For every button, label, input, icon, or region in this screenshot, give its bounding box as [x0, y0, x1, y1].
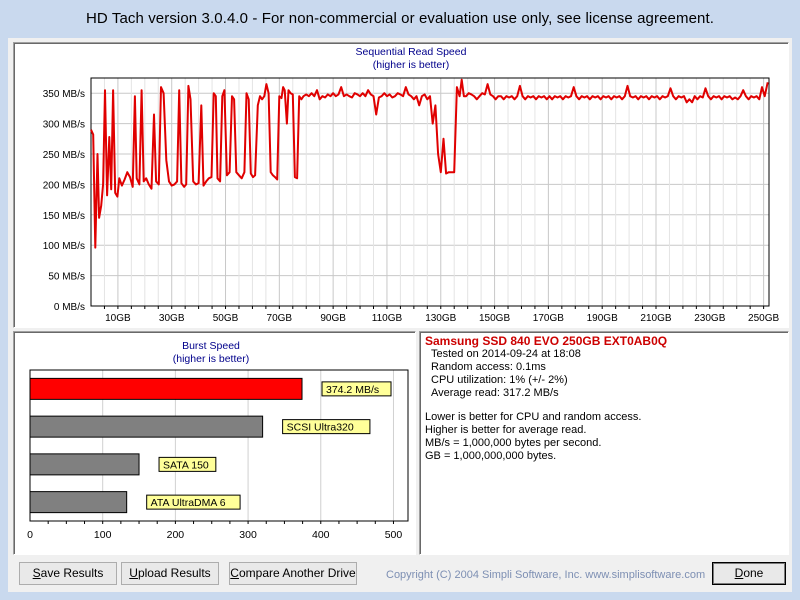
seq-y-tick-label: 50 MB/s [48, 272, 85, 283]
window-title: HD Tach version 3.0.4.0 - For non-commer… [85, 10, 714, 27]
note-mbps: MB/s = 1,000,000 bytes per second. [425, 437, 602, 449]
seq-x-tick-label: 110GB [372, 313, 403, 324]
seq-y-tick-label: 300 MB/s [43, 120, 85, 131]
drive-info-panel: Samsung SSD 840 EVO 250GB EXT0AB0Q Teste… [419, 331, 789, 555]
done-button[interactable]: Done [712, 562, 786, 585]
title-bar[interactable]: HD Tach version 3.0.4.0 - For non-commer… [0, 0, 800, 38]
seq-y-tick-label: 350 MB/s [43, 89, 85, 100]
note-cpu-random: Lower is better for CPU and random acces… [425, 411, 642, 423]
sequential-plot-area [90, 77, 770, 307]
sequential-read-panel: Sequential Read Speed (higher is better)… [13, 42, 789, 328]
note-average-read: Higher is better for average read. [425, 424, 587, 436]
tested-on: Tested on 2014-09-24 at 18:08 [431, 348, 581, 360]
save-label-rest: ave Results [40, 566, 104, 580]
upload-label-rest: pload Results [137, 566, 211, 580]
burst-x-tick-label: 400 [312, 529, 330, 541]
seq-x-tick-label: 150GB [479, 313, 510, 324]
upload-results-button[interactable]: Upload Results [121, 562, 219, 585]
upload-accel-key: U [129, 566, 138, 580]
burst-bar-label: SATA 150 [163, 459, 209, 471]
burst-x-tick-label: 0 [27, 529, 33, 541]
burst-bar-label-box [282, 419, 371, 435]
seq-x-tick-label: 190GB [587, 313, 618, 324]
drive-name: Samsung SSD 840 EVO 250GB EXT0AB0Q [425, 334, 668, 348]
compare-another-drive-button[interactable]: Compare Another Drive [229, 562, 357, 585]
burst-bar-label-box [146, 494, 241, 510]
burst-x-tick-label: 100 [94, 529, 112, 541]
sequential-read-chart: Sequential Read Speed (higher is better)… [43, 46, 780, 324]
sequential-chart-title: Sequential Read Speed [356, 46, 467, 58]
burst-bar-label-box [158, 456, 217, 472]
burst-x-tick-label: 200 [167, 529, 185, 541]
copyright-text: Copyright (C) 2004 Simpli Software, Inc.… [386, 569, 706, 581]
seq-y-tick-label: 100 MB/s [43, 241, 85, 252]
burst-bar [29, 491, 128, 514]
done-label-rest: one [743, 566, 764, 580]
seq-y-tick-label: 250 MB/s [43, 150, 85, 161]
done-accel-key: D [734, 566, 744, 580]
burst-speed-chart: Burst Speed (higher is better) 374.2 MB/… [27, 340, 409, 541]
burst-speed-panel: Burst Speed (higher is better) 374.2 MB/… [13, 331, 416, 555]
seq-x-tick-label: 130GB [425, 313, 456, 324]
seq-y-tick-label: 0 MB/s [54, 302, 85, 313]
seq-y-tick-label: 150 MB/s [43, 211, 85, 222]
average-read: Average read: 317.2 MB/s [431, 387, 559, 399]
note-gb: GB = 1,000,000,000 bytes. [425, 450, 557, 462]
burst-bar-label: SCSI Ultra320 [287, 422, 354, 434]
burst-bar-label-box [321, 381, 392, 397]
burst-bar [29, 415, 264, 438]
seq-x-tick-label: 230GB [694, 313, 725, 324]
client-area: Sequential Read Speed (higher is better)… [8, 38, 792, 592]
save-accel-key: S [32, 566, 41, 580]
compare-label-rest: ompare Another Drive [238, 566, 356, 580]
seq-x-tick-label: 170GB [533, 313, 564, 324]
burst-plot-area [29, 369, 409, 522]
seq-y-tick-label: 200 MB/s [43, 180, 85, 191]
burst-bar [29, 453, 140, 476]
seq-x-tick-label: 10GB [105, 313, 131, 324]
cpu-utilization: CPU utilization: 1% (+/- 2%) [431, 374, 568, 386]
seq-x-tick-label: 210GB [640, 313, 671, 324]
burst-bar-label: 374.2 MB/s [326, 384, 379, 396]
burst-x-tick-label: 300 [239, 529, 257, 541]
seq-x-tick-label: 30GB [159, 313, 185, 324]
burst-x-tick-label: 500 [385, 529, 403, 541]
burst-chart-title: Burst Speed [182, 340, 240, 352]
sequential-read-series-line [90, 78, 769, 249]
random-access: Random access: 0.1ms [431, 361, 546, 373]
compare-accel-key: C [230, 566, 239, 580]
seq-x-tick-label: 90GB [320, 313, 346, 324]
seq-x-tick-label: 70GB [267, 313, 293, 324]
seq-x-tick-label: 250GB [748, 313, 779, 324]
burst-bar [29, 377, 303, 400]
seq-x-tick-label: 50GB [213, 313, 239, 324]
sequential-chart-subtitle: (higher is better) [373, 59, 449, 71]
burst-chart-subtitle: (higher is better) [173, 353, 249, 365]
save-results-button[interactable]: Save Results [19, 562, 117, 585]
burst-bar-label: ATA UltraDMA 6 [151, 497, 226, 509]
